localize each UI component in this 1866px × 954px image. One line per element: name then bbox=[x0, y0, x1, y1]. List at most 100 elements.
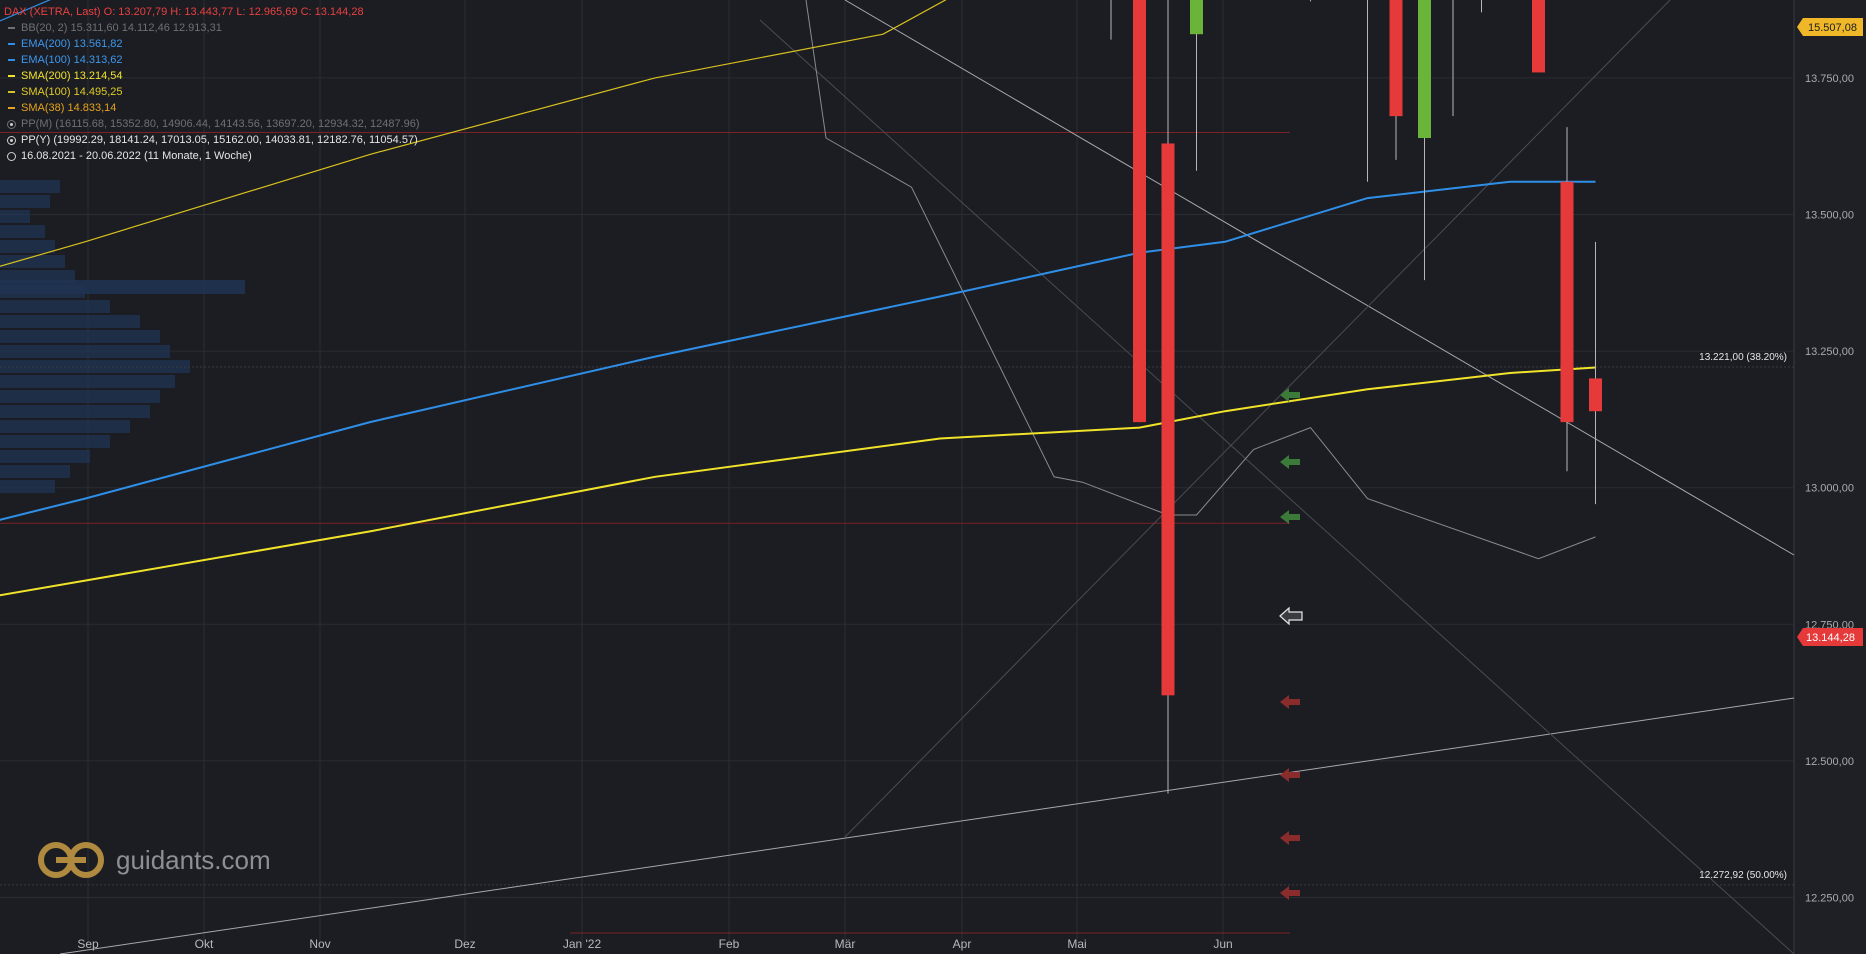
clock-icon bbox=[7, 151, 16, 161]
sma38-swatch bbox=[8, 107, 15, 109]
x-tick-label: Dez bbox=[454, 937, 475, 951]
x-tick-label: Mai bbox=[1067, 937, 1086, 951]
guidants-logo-icon bbox=[38, 842, 104, 878]
legend-sma100-text: SMA(100) 14.495,25 bbox=[21, 86, 123, 98]
bb-lower-line bbox=[805, 0, 1596, 560]
signal-arrow-icon bbox=[1280, 831, 1300, 845]
legend-sma200-text: SMA(200) 13.214,54 bbox=[21, 70, 123, 82]
legend-sma38-row[interactable]: SMA(38) 14.833,14 bbox=[4, 100, 420, 116]
candle-down bbox=[1560, 181, 1574, 423]
y-tick-label: 13.500,00 bbox=[1805, 210, 1854, 222]
y-tick-label: 12.250,00 bbox=[1805, 893, 1854, 905]
legend-bb-row[interactable]: BB(20, 2) 15.311,60 14.112,46 12.913,31 bbox=[4, 20, 420, 36]
volume-profile-bar bbox=[0, 390, 160, 403]
y-tick-label: 13.250,00 bbox=[1805, 346, 1854, 358]
fib-label: 13.221,00 (38.20%) bbox=[1699, 352, 1787, 363]
candle-down bbox=[1589, 378, 1602, 412]
x-tick-label: Jun bbox=[1213, 937, 1232, 951]
volume-profile-bar bbox=[0, 225, 45, 238]
current-price-arrow-icon bbox=[1279, 606, 1303, 626]
y-tick-label: 13.750,00 bbox=[1805, 73, 1854, 85]
volume-profile-bar bbox=[0, 435, 110, 448]
x-tick-label: Nov bbox=[309, 937, 330, 951]
x-tick-label: Apr bbox=[953, 937, 972, 951]
legend-ppm-row[interactable]: PP(M) (16115.68, 15352.80, 14906.44, 141… bbox=[4, 116, 420, 132]
legend-title: DAX (XETRA, Last) O: 13.207,79 H: 13.443… bbox=[4, 6, 364, 18]
legend-bb-text: BB(20, 2) 15.311,60 14.112,46 12.913,31 bbox=[21, 22, 222, 34]
sma100-swatch bbox=[8, 91, 15, 93]
price-axis-background bbox=[1794, 0, 1866, 954]
legend-sma200-row[interactable]: SMA(200) 13.214,54 bbox=[4, 68, 420, 84]
logo-text: guidants.com bbox=[116, 844, 271, 875]
trend-line-support bbox=[59, 697, 1795, 954]
candles bbox=[1110, 0, 1602, 794]
legend-ema200-text: EMA(200) 13.561,82 bbox=[21, 38, 123, 50]
x-tick-label: Jan '22 bbox=[563, 937, 602, 951]
legend-ema100-row[interactable]: EMA(100) 14.313,62 bbox=[4, 52, 420, 68]
volume-profile-bar bbox=[0, 255, 65, 268]
candle-down bbox=[1161, 143, 1175, 696]
volume-profile-bar bbox=[0, 270, 75, 283]
candle-down bbox=[1389, 0, 1403, 117]
signal-arrow-icon bbox=[1280, 388, 1300, 402]
signal-arrow-icon bbox=[1280, 455, 1300, 469]
vertical-gridlines bbox=[87, 0, 1224, 945]
volume-profile-bar bbox=[0, 360, 190, 373]
volume-profile-bar bbox=[0, 405, 150, 418]
signal-arrow-icon bbox=[1280, 695, 1300, 709]
volume-profile-bar bbox=[0, 450, 90, 463]
legend-range-text: 16.08.2021 - 20.06.2022 (11 Monate, 1 Wo… bbox=[21, 150, 252, 162]
sma100-line bbox=[0, 0, 947, 267]
legend-ppy-row[interactable]: PP(Y) (19992.29, 18141.24, 17013.05, 151… bbox=[4, 132, 420, 148]
horizontal-gridlines bbox=[0, 77, 1794, 898]
volume-profile-bar bbox=[0, 195, 50, 208]
top-price-label: 15.507,08 bbox=[1797, 18, 1863, 36]
ema200-line bbox=[0, 180, 1596, 521]
x-tick-label: Mär bbox=[835, 937, 856, 951]
fib-labels: 14.394,04 (23.60%)13.221,00 (38.20%)12.2… bbox=[1699, 352, 1787, 881]
volume-profile-bar bbox=[0, 375, 175, 388]
signal-arrow-icon bbox=[1280, 886, 1300, 900]
volume-profile-bar bbox=[0, 210, 30, 223]
volume-profile-bar bbox=[0, 300, 110, 313]
volume-profile-bar bbox=[0, 480, 55, 493]
x-tick-label: Feb bbox=[719, 937, 740, 951]
y-tick-label: 13.000,00 bbox=[1805, 483, 1854, 495]
legend-range-row[interactable]: 16.08.2021 - 20.06.2022 (11 Monate, 1 Wo… bbox=[4, 148, 420, 164]
x-tick-label: Okt bbox=[195, 937, 214, 951]
target-icon bbox=[7, 119, 16, 129]
x-tick-label: Sep bbox=[77, 937, 99, 951]
candle-down bbox=[1133, 0, 1146, 423]
pivot-lines bbox=[0, 132, 1794, 934]
signal-arrow-icon bbox=[1280, 768, 1300, 782]
legend-ema100-text: EMA(100) 14.313,62 bbox=[21, 54, 123, 66]
legend-ema200-row[interactable]: EMA(200) 13.561,82 bbox=[4, 36, 420, 52]
signal-arrow-icon bbox=[1280, 510, 1300, 524]
bb-swatch bbox=[8, 27, 15, 29]
volume-profile-bar bbox=[0, 315, 140, 328]
candle-up bbox=[1418, 0, 1431, 139]
target-icon bbox=[7, 135, 16, 145]
legend-title-row[interactable]: DAX (XETRA, Last) O: 13.207,79 H: 13.443… bbox=[4, 4, 420, 20]
volume-profile bbox=[0, 180, 245, 493]
legend-sma100-row[interactable]: SMA(100) 14.495,25 bbox=[4, 84, 420, 100]
trend-lines bbox=[59, 0, 1795, 954]
fib-fan-line bbox=[844, 0, 1671, 838]
sma200-line bbox=[0, 366, 1596, 597]
y-axis-ticks: 12.250,0012.500,0012.750,0013.000,0013.2… bbox=[1805, 73, 1854, 905]
ema200-swatch bbox=[8, 43, 15, 45]
volume-profile-bar bbox=[0, 240, 55, 253]
y-tick-label: 12.500,00 bbox=[1805, 756, 1854, 768]
top-price-text: 15.507,08 bbox=[1808, 22, 1857, 34]
candle-up bbox=[1190, 0, 1203, 35]
indicator-lines bbox=[0, 0, 1596, 597]
sma200-swatch bbox=[8, 75, 15, 77]
fib-fan-line bbox=[759, 19, 1795, 954]
volume-profile-bar bbox=[0, 180, 60, 193]
volume-profile-bar bbox=[0, 345, 170, 358]
x-axis-ticks: Sep Okt Nov Dez Jan '22 Feb Mär Apr Mai Jun bbox=[77, 937, 1232, 951]
legend-ppy-text: PP(Y) (19992.29, 18141.24, 17013.05, 151… bbox=[21, 134, 418, 146]
volume-profile-bar bbox=[0, 465, 70, 478]
